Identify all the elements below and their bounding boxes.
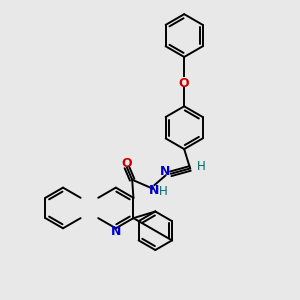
Text: H: H	[197, 160, 206, 172]
Text: N: N	[160, 166, 171, 178]
Text: H: H	[158, 185, 167, 198]
Text: O: O	[122, 157, 132, 170]
Text: O: O	[179, 77, 190, 90]
Text: N: N	[111, 225, 121, 239]
Text: N: N	[149, 184, 159, 197]
